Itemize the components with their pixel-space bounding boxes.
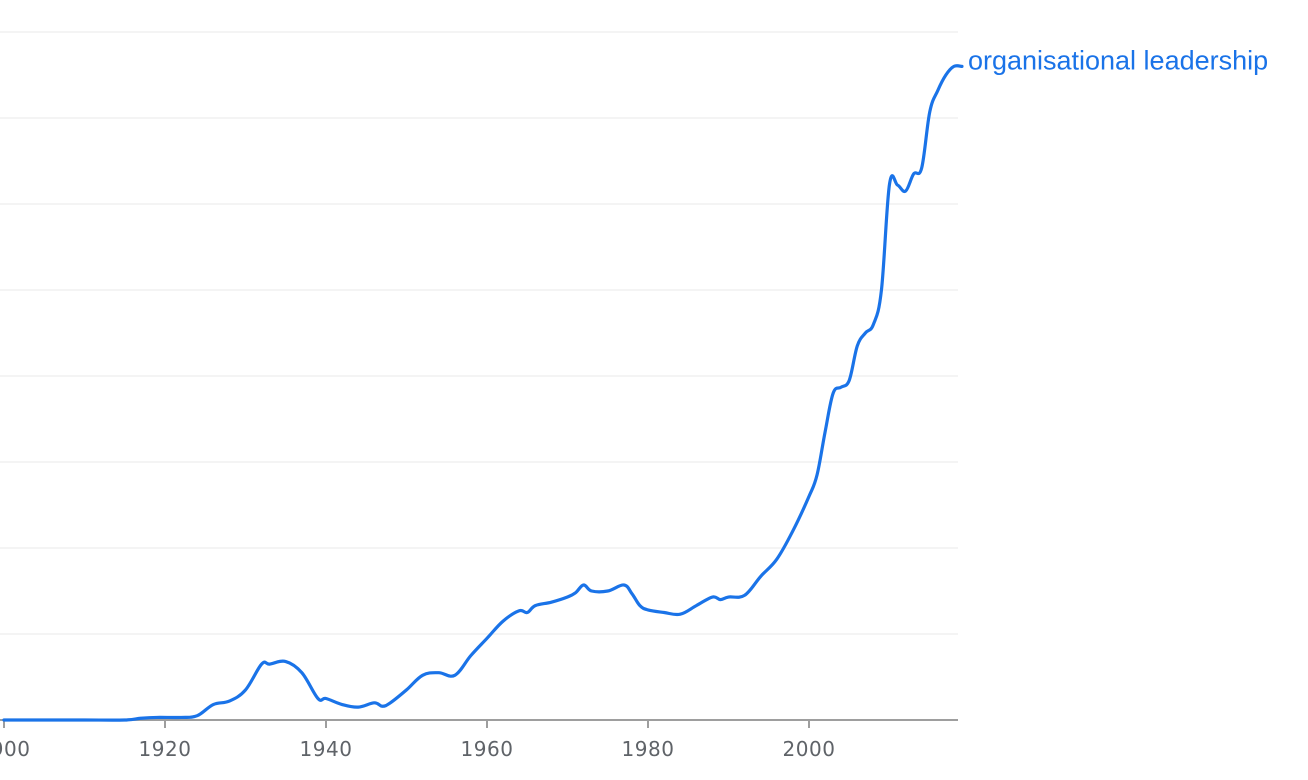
x-tick-label: 2000 [783, 737, 836, 761]
series-labels: organisational leadership [968, 45, 1268, 75]
x-tick-label: 1900 [0, 737, 30, 761]
series-line[interactable] [2, 64, 964, 722]
series-lines[interactable] [2, 64, 964, 722]
x-tick-label: 1940 [300, 737, 353, 761]
x-axis-ticks: 1900 1920 1940 1960 1980 2000 [0, 720, 835, 761]
x-tick-label: 1980 [622, 737, 675, 761]
gridlines [0, 31, 958, 635]
series-label[interactable]: organisational leadership [968, 45, 1268, 75]
x-tick-label: 1920 [139, 737, 192, 761]
x-tick-label: 1960 [461, 737, 514, 761]
